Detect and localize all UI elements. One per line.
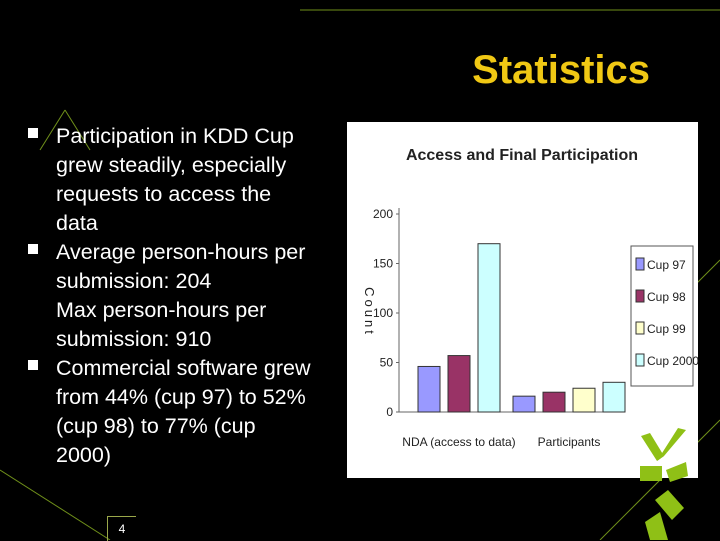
legend-label: Cup 99 xyxy=(647,322,686,336)
bullet-line: Max person-hours per xyxy=(56,298,267,322)
bullet-line: Participation in KDD Cup xyxy=(56,124,294,148)
chart-title: Access and Final Participation xyxy=(406,147,638,164)
legend-swatch xyxy=(635,321,645,335)
legend-label: Cup 98 xyxy=(647,290,686,304)
bullet-marker xyxy=(28,360,38,370)
x-tick-label: NDA (access to data) xyxy=(402,435,515,449)
bullet-line: grew steadily, especially xyxy=(56,153,287,177)
bullet-line: data xyxy=(56,211,98,235)
bar-cup-97 xyxy=(512,395,536,413)
legend-swatch xyxy=(635,289,645,303)
chart-panel: Access and Final Participation 0 50 100 150 2… xyxy=(347,122,698,478)
y-tick-label: 150 xyxy=(373,257,393,271)
bar-cup-97 xyxy=(417,365,441,413)
bullet-line: (cup 98) to 77% (cup xyxy=(56,414,256,438)
y-tick-label: 50 xyxy=(380,356,394,370)
legend-label: Cup 2000 xyxy=(647,354,698,368)
y-axis-label: Count xyxy=(362,287,377,337)
bullet-line: submission: 204 xyxy=(56,269,212,293)
slide-title: Statistics xyxy=(472,48,650,92)
bullet-commercial-software: Commercial software grew from 44% (cup 9… xyxy=(26,354,351,470)
bullet-person-hours: Average person-hours per submission: 204… xyxy=(26,238,351,354)
bullet-marker xyxy=(28,244,38,254)
x-tick-label: Participants xyxy=(538,435,601,449)
bar-cup-98 xyxy=(542,391,566,413)
bullet-line: submission: 910 xyxy=(56,327,212,351)
y-tick-label: 0 xyxy=(386,405,393,419)
bullet-participation: Participation in KDD Cup grew steadily, … xyxy=(26,122,351,238)
bar-cup-2000 xyxy=(602,381,626,413)
bullet-line: Average person-hours per xyxy=(56,240,306,264)
bullet-list: Participation in KDD Cup grew steadily, … xyxy=(26,122,351,470)
bar-cup-98 xyxy=(447,355,471,413)
bullet-line: from 44% (cup 97) to 52% xyxy=(56,385,306,409)
y-tick-label: 100 xyxy=(373,306,393,320)
bullet-line: 2000) xyxy=(56,443,111,467)
bar-chart: Access and Final Participation 0 50 100 150 2… xyxy=(362,147,698,449)
bar-cup-2000 xyxy=(477,243,501,413)
page-number: 4 xyxy=(107,516,136,541)
y-tick-label: 200 xyxy=(373,207,393,221)
bullet-marker xyxy=(28,128,38,138)
bar-cup-99 xyxy=(572,387,596,413)
bullet-line: requests to access the xyxy=(56,182,272,206)
legend-label: Cup 97 xyxy=(647,258,686,272)
legend-swatch xyxy=(635,353,645,367)
legend-swatch xyxy=(635,257,645,271)
bullet-line: Commercial software grew xyxy=(56,356,311,380)
